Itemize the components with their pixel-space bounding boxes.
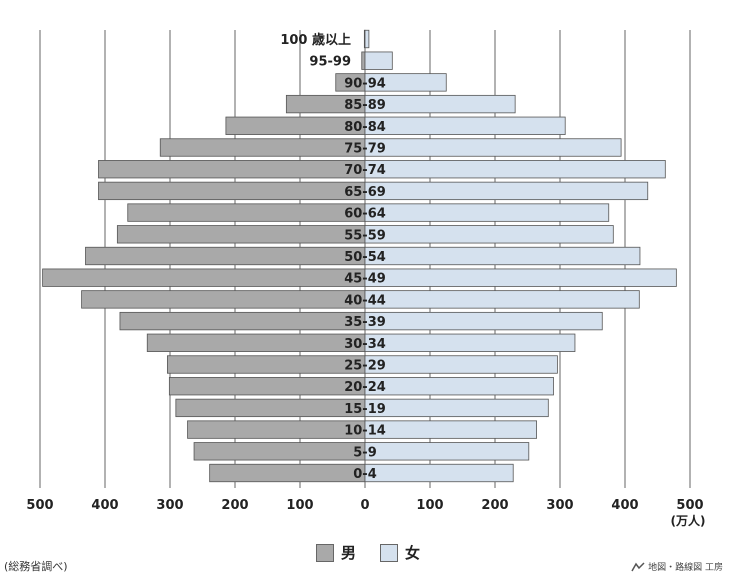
- bar-female-5-9: [364, 442, 530, 461]
- age-label: 95-99: [309, 55, 351, 70]
- bar-male-35-39: [119, 311, 366, 331]
- bar-female-40-44: [364, 290, 640, 309]
- age-label: 5-9: [353, 445, 377, 460]
- bar-male-55-59: [116, 225, 366, 244]
- bar-female-30-34: [364, 333, 576, 352]
- bar-male-95-99: [361, 51, 366, 70]
- age-label: 75-79: [344, 142, 386, 157]
- age-label: 30-34: [344, 337, 386, 352]
- category-labels: 0-4 5-9 10-14 15-19 20-24 25-29 30-34 35-39 40-4…: [280, 32, 385, 482]
- legend-female-label: 女: [405, 544, 421, 562]
- age-label: 65-69: [344, 185, 386, 200]
- bar-female-15-19: [364, 398, 549, 418]
- credit: 地図・路線図 工房: [631, 560, 723, 573]
- x-tick-label: 300: [156, 498, 183, 513]
- x-tick-label: 400: [91, 498, 118, 513]
- bar-female-55-59: [364, 225, 614, 244]
- age-label: 100 歳以上: [280, 32, 351, 48]
- age-label: 50-54: [344, 250, 386, 265]
- legend-male-label: 男: [341, 544, 357, 562]
- x-tick-label: 100: [286, 498, 313, 513]
- bar-female-0-4: [364, 463, 514, 483]
- x-tick-label: 200: [221, 498, 248, 513]
- bars: [42, 29, 677, 483]
- x-tick-label: 0: [360, 498, 369, 513]
- bar-male-75-79: [159, 138, 366, 157]
- legend-female: 女: [380, 542, 420, 563]
- credit-text: 地図・路線図 工房: [648, 563, 723, 573]
- age-label: 60-64: [344, 207, 386, 222]
- x-tick-label: 300: [546, 498, 573, 513]
- bar-female-90-94: [364, 73, 447, 92]
- age-label: 55-59: [344, 228, 386, 243]
- bar-female-65-69: [364, 181, 649, 201]
- x-tick-labels: 500 400 300 200 100 0 100 200 300 400 500: [26, 498, 703, 513]
- age-label: 80-84: [344, 120, 386, 135]
- bar-female-35-39: [364, 311, 603, 331]
- bar-male-10-14: [187, 420, 366, 439]
- age-label: 0-4: [353, 467, 377, 482]
- bar-female-60-64: [364, 203, 610, 222]
- bar-female-70-74: [364, 160, 666, 179]
- bar-female-95-99: [364, 51, 393, 70]
- source-note: (総務省調べ): [4, 560, 68, 573]
- age-label: 70-74: [344, 163, 386, 178]
- bar-male-30-34: [146, 333, 366, 352]
- bar-female-45-49: [364, 268, 677, 287]
- x-unit-label: (万人): [671, 513, 706, 528]
- bar-female-75-79: [364, 138, 622, 157]
- x-tick-label: 500: [676, 498, 703, 513]
- legend-male: 男: [316, 542, 356, 563]
- bar-male-40-44: [81, 290, 366, 309]
- bar-male-50-54: [85, 246, 366, 266]
- bar-female-50-54: [364, 246, 641, 266]
- bar-female-25-29: [364, 355, 558, 374]
- legend-female-swatch: [380, 543, 398, 562]
- age-label: 35-39: [344, 315, 386, 330]
- legend-male-swatch: [316, 543, 334, 562]
- bar-male-0-4: [209, 463, 366, 483]
- x-tick-label: 200: [481, 498, 508, 513]
- age-label: 90-94: [344, 76, 386, 91]
- x-tick-label: 100: [416, 498, 443, 513]
- bar-female-20-24: [364, 377, 554, 396]
- bar-male-65-69: [98, 181, 366, 201]
- bar-male-25-29: [166, 355, 366, 374]
- x-tick-label: 500: [26, 498, 53, 513]
- bar-female-10-14: [364, 420, 538, 439]
- age-label: 85-89: [344, 98, 386, 113]
- bar-male-20-24: [168, 377, 366, 396]
- map-logo-icon: [631, 561, 645, 571]
- x-tick-label: 400: [611, 498, 638, 513]
- bar-female-80-84: [364, 116, 566, 135]
- age-label: 15-19: [344, 402, 386, 417]
- bar-male-15-19: [175, 398, 366, 418]
- bar-male-45-49: [42, 268, 366, 287]
- bar-male-70-74: [98, 160, 366, 179]
- age-label: 25-29: [344, 359, 386, 374]
- age-label: 40-44: [344, 293, 386, 308]
- bar-female-85-89: [364, 94, 516, 114]
- age-label: 45-49: [344, 272, 386, 287]
- bar-female-100 歳以上: [364, 29, 370, 49]
- age-label: 10-14: [344, 424, 386, 439]
- age-label: 20-24: [344, 380, 386, 395]
- bar-male-5-9: [193, 442, 366, 461]
- bar-male-60-64: [127, 203, 366, 222]
